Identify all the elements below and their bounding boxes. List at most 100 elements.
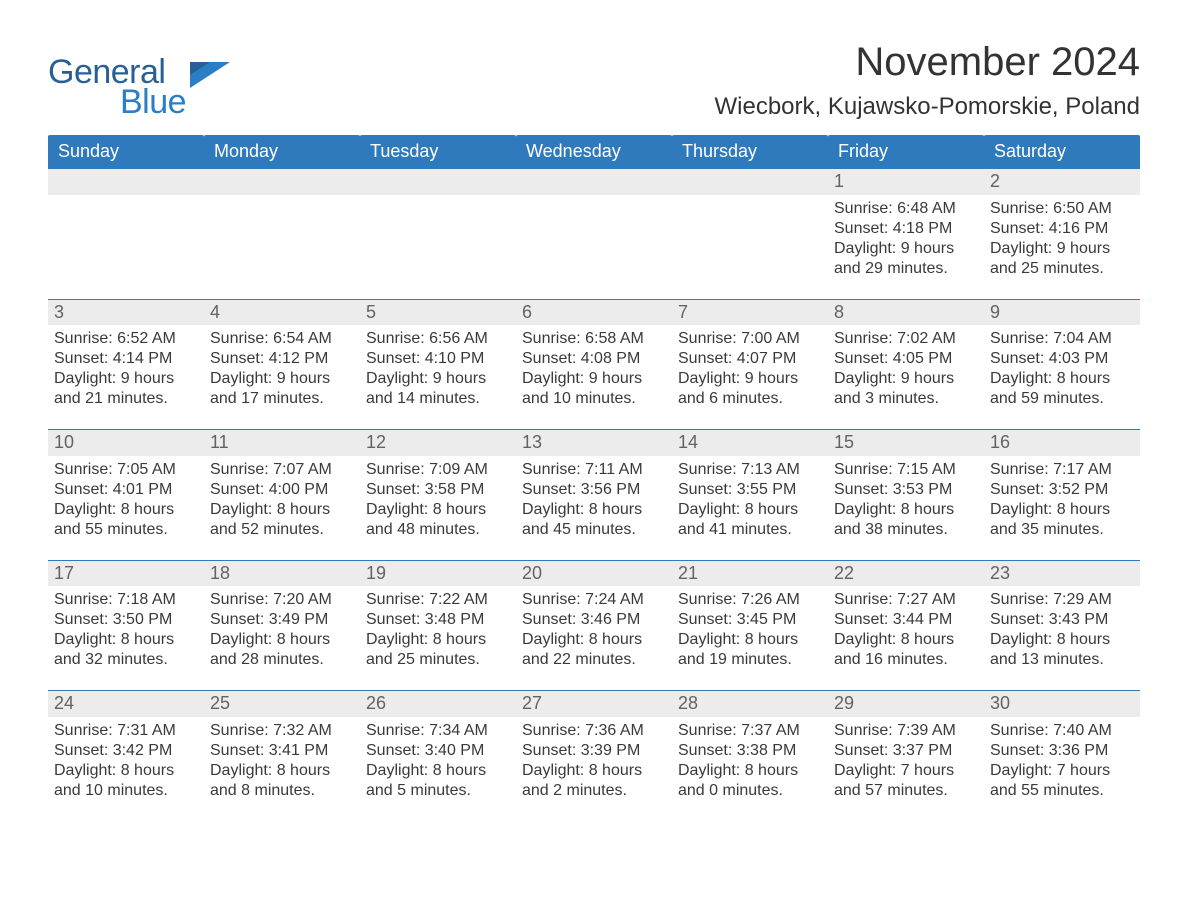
day-body: Sunrise: 7:22 AMSunset: 3:48 PMDaylight:…: [360, 586, 516, 690]
day-number: 18: [204, 561, 360, 587]
day-number: 16: [984, 430, 1140, 456]
day-body: Sunrise: 7:13 AMSunset: 3:55 PMDaylight:…: [672, 456, 828, 560]
day-sunset: Sunset: 3:38 PM: [678, 741, 822, 761]
day-number: 4: [204, 300, 360, 326]
day-d1: Daylight: 8 hours: [366, 630, 510, 650]
calendar-table: Sunday Monday Tuesday Wednesday Thursday…: [48, 135, 1140, 821]
day-number: 13: [516, 430, 672, 456]
calendar-day-cell: [204, 169, 360, 300]
calendar-day-cell: 3Sunrise: 6:52 AMSunset: 4:14 PMDaylight…: [48, 299, 204, 430]
day-sunset: Sunset: 3:49 PM: [210, 610, 354, 630]
col-header: Thursday: [672, 135, 828, 169]
day-d1: Daylight: 9 hours: [366, 369, 510, 389]
day-number: 19: [360, 561, 516, 587]
day-d1: Daylight: 9 hours: [210, 369, 354, 389]
col-header: Sunday: [48, 135, 204, 169]
day-sunset: Sunset: 3:55 PM: [678, 480, 822, 500]
calendar-day-cell: 18Sunrise: 7:20 AMSunset: 3:49 PMDayligh…: [204, 560, 360, 691]
day-body: Sunrise: 7:15 AMSunset: 3:53 PMDaylight:…: [828, 456, 984, 560]
day-d1: Daylight: 8 hours: [990, 369, 1134, 389]
day-sunrise: Sunrise: 6:50 AM: [990, 199, 1134, 219]
day-sunset: Sunset: 4:10 PM: [366, 349, 510, 369]
day-sunset: Sunset: 4:14 PM: [54, 349, 198, 369]
calendar-day-cell: 17Sunrise: 7:18 AMSunset: 3:50 PMDayligh…: [48, 560, 204, 691]
calendar-day-cell: 27Sunrise: 7:36 AMSunset: 3:39 PMDayligh…: [516, 691, 672, 821]
day-body: Sunrise: 7:37 AMSunset: 3:38 PMDaylight:…: [672, 717, 828, 821]
day-body: Sunrise: 7:09 AMSunset: 3:58 PMDaylight:…: [360, 456, 516, 560]
day-d1: Daylight: 9 hours: [834, 369, 978, 389]
day-sunset: Sunset: 3:45 PM: [678, 610, 822, 630]
day-d1: Daylight: 8 hours: [522, 500, 666, 520]
day-body: Sunrise: 7:36 AMSunset: 3:39 PMDaylight:…: [516, 717, 672, 821]
calendar-day-cell: 9Sunrise: 7:04 AMSunset: 4:03 PMDaylight…: [984, 299, 1140, 430]
day-sunset: Sunset: 4:01 PM: [54, 480, 198, 500]
day-sunset: Sunset: 4:16 PM: [990, 219, 1134, 239]
day-d2: and 48 minutes.: [366, 520, 510, 540]
day-sunset: Sunset: 4:08 PM: [522, 349, 666, 369]
day-sunrise: Sunrise: 7:32 AM: [210, 721, 354, 741]
calendar-day-cell: 15Sunrise: 7:15 AMSunset: 3:53 PMDayligh…: [828, 430, 984, 561]
page-title: November 2024: [715, 40, 1141, 85]
calendar-day-cell: 24Sunrise: 7:31 AMSunset: 3:42 PMDayligh…: [48, 691, 204, 821]
day-d2: and 22 minutes.: [522, 650, 666, 670]
day-d2: and 14 minutes.: [366, 389, 510, 409]
day-sunset: Sunset: 3:41 PM: [210, 741, 354, 761]
day-body: Sunrise: 7:02 AMSunset: 4:05 PMDaylight:…: [828, 325, 984, 429]
day-body: [516, 195, 672, 299]
day-d2: and 16 minutes.: [834, 650, 978, 670]
day-number: 17: [48, 561, 204, 587]
day-body: Sunrise: 7:27 AMSunset: 3:44 PMDaylight:…: [828, 586, 984, 690]
day-sunset: Sunset: 3:58 PM: [366, 480, 510, 500]
day-sunset: Sunset: 3:56 PM: [522, 480, 666, 500]
flag-icon: [190, 62, 230, 88]
day-body: Sunrise: 6:48 AMSunset: 4:18 PMDaylight:…: [828, 195, 984, 299]
calendar-week-row: 17 Sunrise: 7:18 AMSunset: 3:50 PM Dayligh…: [48, 560, 1140, 691]
day-number: [516, 169, 672, 195]
day-sunset: Sunset: 3:43 PM: [990, 610, 1134, 630]
day-body: Sunrise: 7:39 AMSunset: 3:37 PMDaylight:…: [828, 717, 984, 821]
day-d1: Daylight: 9 hours: [834, 239, 978, 259]
day-number: 1: [828, 169, 984, 195]
calendar-day-cell: [48, 169, 204, 300]
day-sunset: Sunset: 3:36 PM: [990, 741, 1134, 761]
col-header: Tuesday: [360, 135, 516, 169]
calendar-day-cell: 4Sunrise: 6:54 AMSunset: 4:12 PMDaylight…: [204, 299, 360, 430]
day-sunrise: Sunrise: 7:02 AM: [834, 329, 978, 349]
day-sunrise: Sunrise: 7:22 AM: [366, 590, 510, 610]
day-number: 9: [984, 300, 1140, 326]
day-sunrise: Sunrise: 7:39 AM: [834, 721, 978, 741]
day-d1: Daylight: 8 hours: [834, 630, 978, 650]
day-number: [48, 169, 204, 195]
day-d2: and 55 minutes.: [990, 781, 1134, 801]
day-sunset: Sunset: 3:50 PM: [54, 610, 198, 630]
day-sunrise: Sunrise: 6:58 AM: [522, 329, 666, 349]
brand-word-blue-row: Blue: [48, 88, 186, 118]
day-sunrise: Sunrise: 6:54 AM: [210, 329, 354, 349]
day-body: Sunrise: 7:20 AMSunset: 3:49 PMDaylight:…: [204, 586, 360, 690]
day-d1: Daylight: 8 hours: [522, 630, 666, 650]
day-d1: Daylight: 9 hours: [990, 239, 1134, 259]
day-sunrise: Sunrise: 7:04 AM: [990, 329, 1134, 349]
day-sunrise: Sunrise: 7:36 AM: [522, 721, 666, 741]
calendar-day-cell: 25Sunrise: 7:32 AMSunset: 3:41 PMDayligh…: [204, 691, 360, 821]
calendar-day-cell: 21Sunrise: 7:26 AMSunset: 3:45 PMDayligh…: [672, 560, 828, 691]
calendar-day-cell: 29Sunrise: 7:39 AMSunset: 3:37 PMDayligh…: [828, 691, 984, 821]
day-sunset: Sunset: 3:48 PM: [366, 610, 510, 630]
day-body: Sunrise: 7:26 AMSunset: 3:45 PMDaylight:…: [672, 586, 828, 690]
calendar-day-cell: 6Sunrise: 6:58 AMSunset: 4:08 PMDaylight…: [516, 299, 672, 430]
day-sunrise: Sunrise: 7:24 AM: [522, 590, 666, 610]
day-sunrise: Sunrise: 7:29 AM: [990, 590, 1134, 610]
day-d2: and 38 minutes.: [834, 520, 978, 540]
calendar-day-cell: 19Sunrise: 7:22 AMSunset: 3:48 PMDayligh…: [360, 560, 516, 691]
day-body: Sunrise: 7:32 AMSunset: 3:41 PMDaylight:…: [204, 717, 360, 821]
calendar-header-row: Sunday Monday Tuesday Wednesday Thursday…: [48, 135, 1140, 169]
day-sunrise: Sunrise: 7:40 AM: [990, 721, 1134, 741]
day-number: [672, 169, 828, 195]
day-number: 14: [672, 430, 828, 456]
day-d1: Daylight: 9 hours: [678, 369, 822, 389]
calendar-day-cell: 13Sunrise: 7:11 AMSunset: 3:56 PMDayligh…: [516, 430, 672, 561]
day-number: 2: [984, 169, 1140, 195]
day-sunrise: Sunrise: 7:18 AM: [54, 590, 198, 610]
day-sunset: Sunset: 3:46 PM: [522, 610, 666, 630]
day-sunrise: Sunrise: 7:31 AM: [54, 721, 198, 741]
